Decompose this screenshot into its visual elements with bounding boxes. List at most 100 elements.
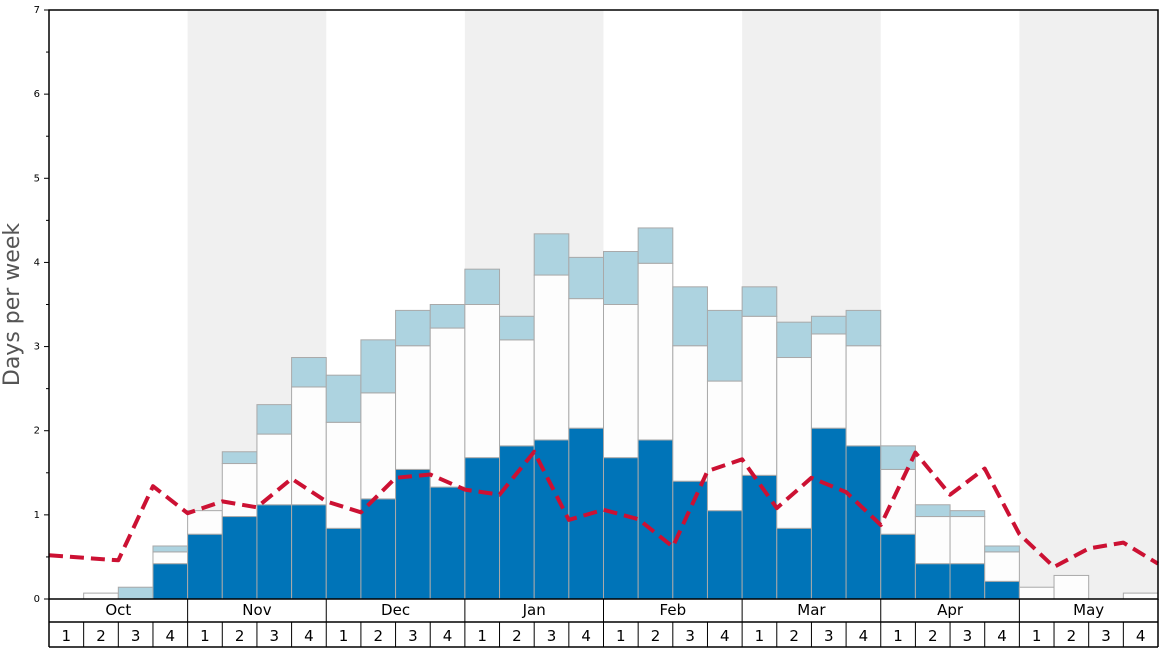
week-label-oct-4: 4: [166, 627, 176, 645]
y-tick-label-7: 7: [34, 5, 40, 16]
week-label-feb-4: 4: [720, 627, 730, 645]
dark-bar-17: [603, 457, 639, 600]
light-bar-7: [256, 404, 293, 435]
white-bar-29: [1018, 586, 1055, 600]
week-label-nov-1: 1: [200, 627, 210, 645]
dark-bar-7: [256, 504, 293, 600]
white-bar-12: [429, 327, 466, 488]
light-bar-26: [914, 504, 951, 518]
light-bar-11: [395, 309, 431, 347]
light-bar-14: [499, 315, 535, 341]
week-label-feb-2: 2: [651, 627, 661, 645]
month-band-may: [1019, 10, 1158, 599]
dark-bar-5: [187, 533, 223, 600]
week-label-dec-3: 3: [408, 627, 418, 645]
white-bar-16: [568, 298, 604, 429]
light-bar-23: [810, 315, 847, 335]
white-bar-24: [845, 345, 882, 447]
month-label-feb: Feb: [660, 601, 687, 619]
y-tick-label-5: 5: [34, 173, 40, 184]
light-bar-25: [880, 445, 916, 470]
white-bar-14: [499, 339, 535, 447]
dark-bar-11: [395, 468, 431, 600]
dark-bar-8: [291, 504, 327, 600]
week-label-dec-2: 2: [373, 627, 383, 645]
dark-bar-25: [880, 533, 916, 600]
dark-bar-6: [221, 516, 258, 600]
week-label-apr-4: 4: [997, 627, 1007, 645]
week-label-jan-1: 1: [477, 627, 487, 645]
month-label-jan: Jan: [522, 601, 546, 619]
y-tick-label-3: 3: [34, 342, 40, 353]
y-tick-label-1: 1: [34, 510, 40, 521]
light-bar-16: [568, 256, 604, 300]
week-label-oct-2: 2: [96, 627, 106, 645]
week-label-nov-4: 4: [304, 627, 314, 645]
white-bar-20: [706, 380, 743, 512]
white-bar-22: [776, 357, 812, 529]
dark-bar-13: [464, 457, 501, 600]
week-label-mar-3: 3: [824, 627, 834, 645]
week-label-mar-4: 4: [859, 627, 869, 645]
week-label-oct-1: 1: [62, 627, 72, 645]
month-label-may: May: [1073, 601, 1104, 619]
week-label-jan-2: 2: [512, 627, 522, 645]
week-label-jan-3: 3: [547, 627, 557, 645]
week-label-nov-2: 2: [235, 627, 245, 645]
dark-bar-12: [429, 486, 466, 600]
dark-bar-18: [637, 439, 674, 600]
week-label-jan-4: 4: [581, 627, 591, 645]
dark-bar-4: [152, 563, 189, 600]
week-label-apr-2: 2: [928, 627, 938, 645]
light-bar-4: [152, 545, 189, 553]
week-label-apr-3: 3: [963, 627, 973, 645]
week-label-mar-2: 2: [789, 627, 799, 645]
dark-bar-23: [810, 427, 847, 600]
white-bar-32: [1122, 592, 1159, 600]
light-bar-17: [603, 250, 639, 306]
light-bar-10: [360, 339, 397, 394]
dark-bar-10: [360, 498, 397, 600]
week-label-mar-1: 1: [755, 627, 765, 645]
light-bar-15: [533, 233, 570, 276]
dark-bar-28: [984, 580, 1020, 600]
light-bar-20: [706, 309, 743, 382]
light-bar-13: [464, 268, 501, 306]
y-tick-label-2: 2: [34, 426, 40, 437]
light-bar-18: [637, 227, 674, 264]
y-axis-title: Days per week: [0, 223, 25, 386]
light-bar-9: [325, 374, 362, 423]
dark-bar-21: [741, 474, 778, 600]
dark-bar-24: [845, 445, 882, 600]
white-bar-15: [533, 274, 570, 441]
week-label-feb-3: 3: [685, 627, 695, 645]
white-bar-17: [603, 304, 639, 459]
white-bar-21: [741, 315, 778, 476]
week-label-dec-1: 1: [339, 627, 349, 645]
white-bar-4: [152, 551, 189, 565]
white-bar-11: [395, 345, 431, 470]
week-label-feb-1: 1: [616, 627, 626, 645]
light-bar-19: [672, 286, 708, 347]
month-label-apr: Apr: [937, 601, 964, 619]
y-tick-label-6: 6: [34, 89, 40, 100]
light-bar-27: [949, 510, 986, 518]
light-bar-28: [984, 545, 1020, 553]
white-bar-7: [256, 433, 293, 506]
white-bar-28: [984, 551, 1020, 582]
x-axis-month-week-labels: Oct 1 2 3 4 Nov 1 2 3 4 Dec 1 2 3 4 Jan 1 2 3 4 Feb 1 2 3 4 Mar 1 2…: [48, 599, 1159, 648]
week-label-nov-3: 3: [269, 627, 279, 645]
white-bar-19: [672, 345, 708, 482]
y-tick-label-0: 0: [34, 594, 40, 605]
week-label-may-4: 4: [1136, 627, 1146, 645]
light-bar-3: [117, 586, 154, 600]
week-label-may-3: 3: [1101, 627, 1111, 645]
light-bar-6: [221, 451, 258, 465]
week-label-apr-1: 1: [893, 627, 903, 645]
month-label-dec: Dec: [381, 601, 410, 619]
white-bar-18: [637, 262, 674, 441]
white-bar-25: [880, 468, 916, 535]
dark-bar-27: [949, 563, 986, 600]
light-bar-12: [429, 304, 466, 329]
